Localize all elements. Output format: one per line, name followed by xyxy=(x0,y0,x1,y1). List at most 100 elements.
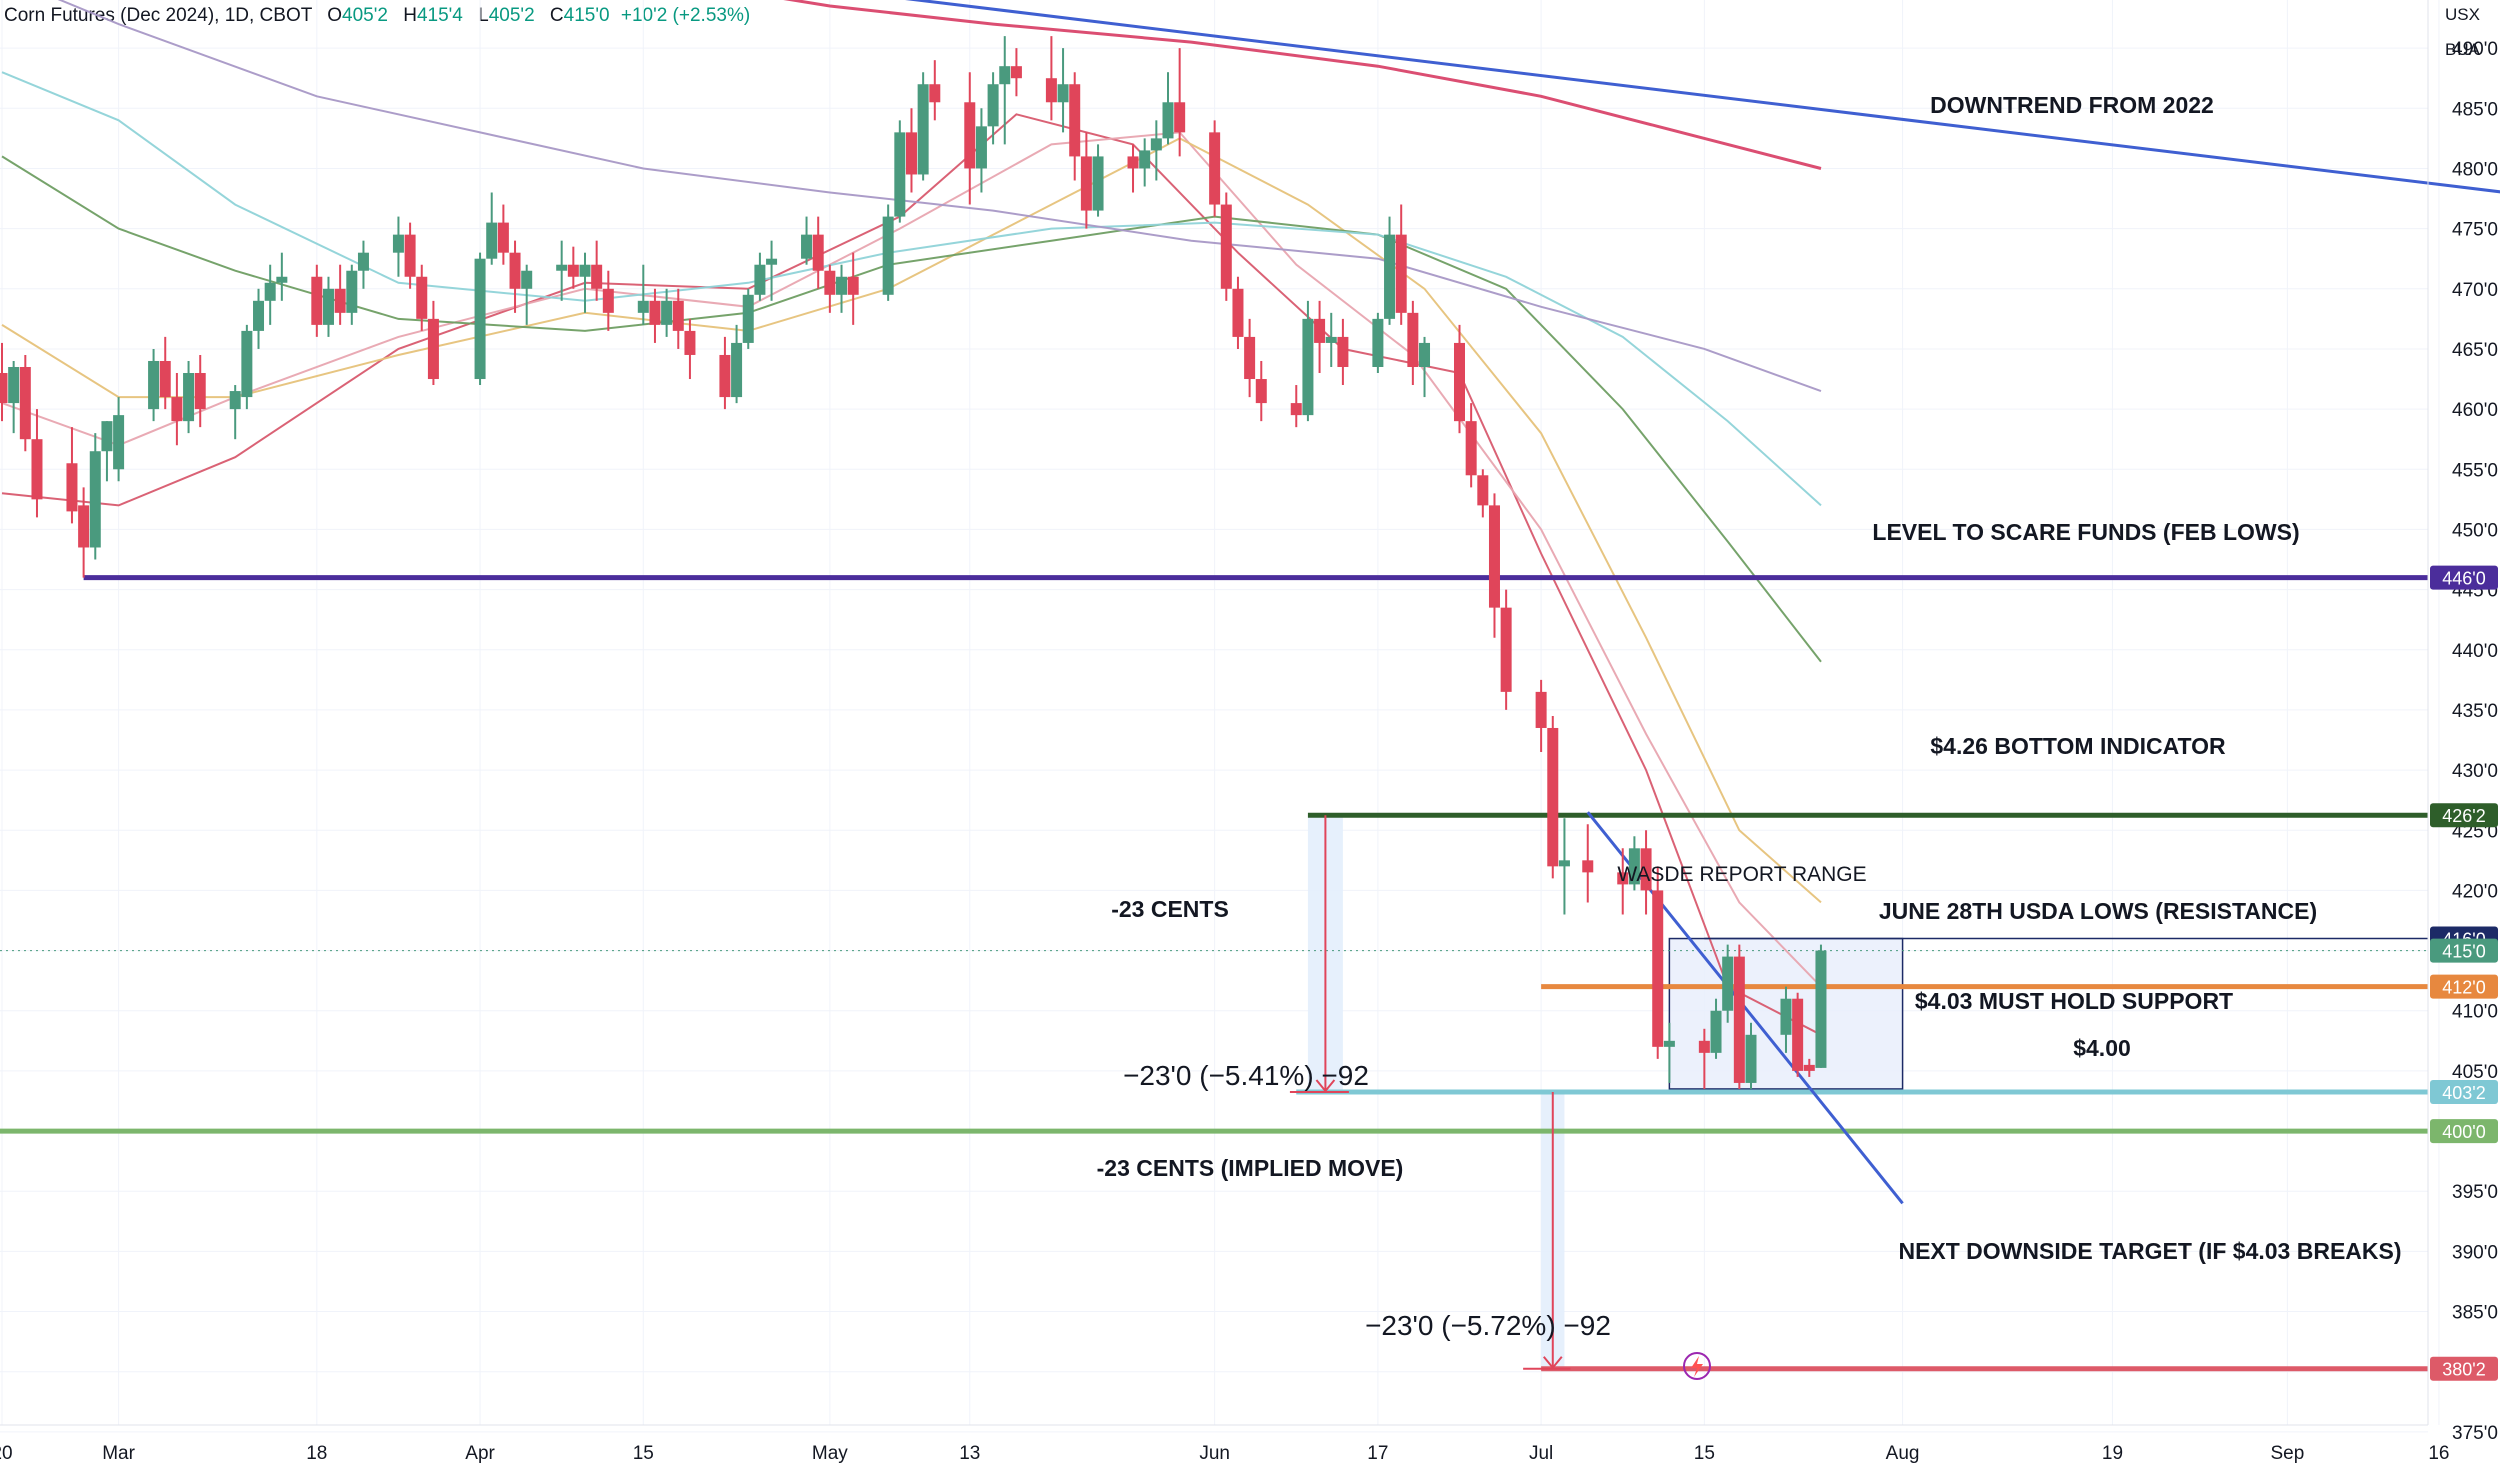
unit-tag[interactable]: BUA xyxy=(2445,40,2480,59)
candle-body xyxy=(556,264,568,271)
candle-body xyxy=(1582,860,1594,873)
candle-body xyxy=(497,222,509,253)
candle-body xyxy=(1722,956,1734,1011)
y-tick-label: 375'0 xyxy=(2452,1423,2498,1444)
measure-label: -23 CENTS xyxy=(1111,896,1229,922)
candle-body xyxy=(1477,475,1489,506)
change-value: +10'2 (+2.53%) xyxy=(620,5,751,26)
candle-body xyxy=(78,505,90,548)
candle-body xyxy=(579,264,591,277)
price-tag-text: 446'0 xyxy=(2442,569,2485,589)
candle-body xyxy=(521,270,533,289)
candle-body xyxy=(1080,156,1092,211)
candle-body xyxy=(719,354,731,398)
moving-average-line xyxy=(1,113,1822,1036)
x-tick-label: 20 xyxy=(0,1443,13,1464)
y-tick-label: 490'0 xyxy=(2452,39,2498,60)
price-tag xyxy=(2430,974,2498,999)
candle-body xyxy=(1139,150,1151,169)
candle-body xyxy=(1628,848,1640,885)
candle-body xyxy=(1372,318,1384,367)
close-value: 415'0 xyxy=(563,5,610,26)
y-tick-label: 470'0 xyxy=(2452,280,2498,301)
candle-body xyxy=(836,276,848,295)
currency-tag[interactable]: USX xyxy=(2445,5,2480,24)
candle-body xyxy=(649,300,661,325)
y-tick-label: 410'0 xyxy=(2452,1002,2498,1023)
candle-body xyxy=(742,294,754,343)
candle-body xyxy=(1255,379,1267,404)
trend-label: DOWNTREND FROM 2022 xyxy=(1930,92,2214,118)
candle-body xyxy=(684,330,696,355)
candle-body xyxy=(1733,956,1745,1083)
symbol-title: Corn Futures (Dec 2024), 1D, CBOT xyxy=(4,5,312,26)
candle-body xyxy=(1815,950,1827,1068)
logo-circle xyxy=(1683,1352,1711,1380)
level-label: LEVEL TO SCARE FUNDS (FEB LOWS) xyxy=(1872,519,2299,545)
candle-body xyxy=(801,234,813,259)
wasde-label: WASDE REPORT RANGE xyxy=(1617,863,1866,886)
low-value: 405'2 xyxy=(488,5,535,26)
candle-body xyxy=(1290,403,1302,416)
moving-average-line xyxy=(1,131,1822,988)
candle-body xyxy=(276,276,288,283)
y-tick-label: 435'0 xyxy=(2452,701,2498,722)
candle-body xyxy=(847,276,859,295)
level-label: $4.00 xyxy=(2073,1035,2131,1061)
candle-body xyxy=(1698,1040,1710,1053)
price-tag-text: 403'2 xyxy=(2442,1083,2485,1103)
level-label: JUNE 28TH USDA LOWS (RESISTANCE) xyxy=(1879,898,2317,924)
trendlines[interactable] xyxy=(818,0,2500,1205)
x-tick-label: Jun xyxy=(1199,1443,1230,1464)
moving-average-line xyxy=(1,155,1822,663)
candle-body xyxy=(1010,66,1022,79)
candle-body xyxy=(1558,860,1570,867)
candle-body xyxy=(1150,138,1162,151)
candle-body xyxy=(1488,505,1500,608)
horizontal-levels[interactable] xyxy=(0,575,2428,1372)
candle-body xyxy=(1209,132,1221,205)
candle-body xyxy=(1803,1064,1815,1071)
y-tick-label: 385'0 xyxy=(2452,1303,2498,1324)
candle-body xyxy=(1162,102,1174,139)
y-tick-label: 485'0 xyxy=(2452,99,2498,120)
price-tag-text: 415'0 xyxy=(2442,942,2485,962)
candle-body xyxy=(113,415,125,470)
candle-body xyxy=(241,330,253,398)
price-tag-text: 400'0 xyxy=(2442,1122,2485,1142)
y-tick-label: 455'0 xyxy=(2452,460,2498,481)
price-tag xyxy=(2430,938,2498,963)
candles xyxy=(0,36,1827,1089)
candle-body xyxy=(1617,872,1629,885)
candle-body xyxy=(975,126,987,169)
candle-body xyxy=(917,84,929,175)
x-tick-label: Apr xyxy=(465,1443,495,1464)
candle-body xyxy=(1174,102,1186,133)
grid xyxy=(0,0,2440,1433)
candle-body xyxy=(474,258,486,380)
x-tick-label: 19 xyxy=(2102,1443,2123,1464)
open-label: O xyxy=(327,5,343,26)
candle-body xyxy=(1745,1034,1757,1083)
high-label: H xyxy=(403,5,417,26)
candle-body xyxy=(1092,156,1104,211)
candle-body xyxy=(1395,234,1407,313)
measures[interactable] xyxy=(1289,815,1571,1370)
x-tick-label: Jul xyxy=(1529,1443,1553,1464)
candle-body xyxy=(731,342,743,398)
trendline xyxy=(1586,811,1904,1205)
price-tag xyxy=(2430,1356,2498,1381)
candle-body xyxy=(1232,288,1244,337)
low-label: L xyxy=(478,5,489,26)
candle-body xyxy=(0,373,8,404)
candle-body xyxy=(1535,691,1547,728)
measure-arrow-head xyxy=(1315,1079,1336,1093)
candle-body xyxy=(1302,318,1314,416)
candle-body xyxy=(311,276,323,325)
candle-body xyxy=(171,397,183,422)
candle-body xyxy=(1547,727,1559,867)
chart-header: Corn Futures (Dec 2024), 1D, CBOT O 405'2… xyxy=(4,5,750,27)
x-tick-label: 16 xyxy=(2428,1443,2449,1464)
